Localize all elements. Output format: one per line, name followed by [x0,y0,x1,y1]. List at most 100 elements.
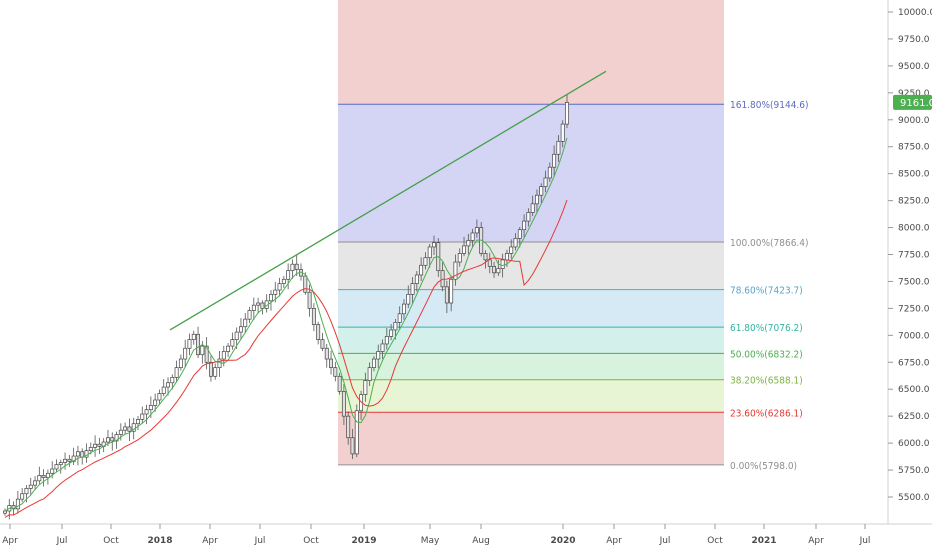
x-tick-label: Jul [56,536,68,546]
candle-body [281,278,286,284]
y-tick-label: 8750.0 [898,143,930,153]
candle-body [367,367,372,381]
fib-level-label: 78.60%(7423.7) [730,286,803,297]
candle-body [402,303,406,315]
candle-body [530,203,535,213]
candle-body [552,153,557,168]
candle-body [410,283,415,295]
candle-body [290,263,295,272]
candle-body [20,493,25,500]
candle-body [50,468,55,474]
fib-level-label: 100.00%(7866.4) [730,238,809,249]
y-tick-label: 9250.0 [898,89,930,99]
trendline[interactable] [169,70,607,331]
candle-body [337,375,342,392]
ma-slow-line[interactable] [4,199,568,518]
time-axis: Apr Jul Oct 2018 Apr Jul Oct 2019 May Aug 2020 Apr J… [2,524,870,546]
x-tick-label: Jul [659,536,671,546]
y-tick-label: 7000.0 [898,331,930,341]
candle-body [453,261,458,280]
x-tick-label: Apr [2,536,18,546]
candle-body [63,458,68,463]
candle-body [303,275,308,293]
y-tick-label: 7750.0 [898,251,930,261]
candle-body [466,240,471,247]
candle-body [41,475,46,478]
fib-zone [338,379,724,413]
fib-level-label: 161.80%(9144.6) [730,100,809,111]
candle-body [539,186,544,196]
candle-body [273,289,278,295]
candle-body [110,437,115,442]
candle-body [33,480,37,486]
candle-body [504,253,509,261]
fib-zone [338,327,724,354]
candle-body [432,242,436,248]
candle-body [457,253,462,263]
candle-body [88,447,93,452]
candle-body [427,246,432,259]
y-tick-label: 8000.0 [898,224,930,234]
candle-body [371,358,376,369]
candle-body [200,345,205,356]
candle-body [311,308,316,325]
fib-level-label: 50.00%(6832.2) [730,349,803,360]
price-axis: 10000.0 9750.0 9500.0 9250.0 9000.0 8750.0 850… [888,8,932,503]
candle-body [166,382,170,388]
candle-body [513,237,518,248]
fib-labels: 161.80%(9144.6) 100.00%(7866.4) 78.60%(742… [730,100,809,472]
x-tick-label: Apr [202,536,218,546]
candle-body [414,274,419,284]
candle-body [140,413,145,420]
candle-body [3,510,7,514]
candle-body [474,227,479,234]
candle-body [406,294,411,305]
candle-body [58,462,63,466]
candle-body [444,286,449,304]
candle-body [354,410,359,455]
candle-body [496,268,501,274]
fib-zone [338,0,724,105]
x-tick-label: Aug [472,536,490,546]
y-tick-label: 5500.0 [898,493,930,503]
candle-body [260,302,265,309]
candle-body [157,393,162,401]
candle-body [208,361,213,377]
candle-body [148,405,153,411]
candle-body [153,399,158,406]
candle-body [213,367,218,377]
candle-body [380,343,385,352]
last-price-label: 9161.0 [900,98,932,109]
candle-body [449,278,454,304]
y-tick-label: 6500.0 [898,385,930,395]
y-tick-label: 8500.0 [898,170,930,180]
candle-body [389,329,394,337]
candle-body [294,263,299,270]
candle-body [161,386,166,394]
x-tick-label: Oct [707,536,723,546]
x-tick-label: Apr [606,536,622,546]
candle-body [363,380,368,395]
fib-zone [338,353,724,380]
candle-body [97,443,102,447]
candle-body [277,283,282,291]
y-tick-label: 7250.0 [898,304,930,314]
candle-body [517,229,522,239]
ma-fast-line[interactable] [4,137,568,512]
fib-zone [338,289,724,328]
candle-body [543,177,548,187]
candle-body [24,488,29,495]
candle-body [286,270,291,280]
candle-body [54,464,59,470]
fib-level-label: 23.60%(6286.1) [730,408,803,419]
candle-body [247,310,252,320]
moving-averages [4,137,568,518]
candle-body [316,324,321,340]
candle-body [320,339,325,349]
candle-body [204,345,209,363]
candle-body [67,458,72,462]
candle-body [376,351,381,360]
fib-zone [338,104,724,242]
fib-zones [338,0,724,465]
